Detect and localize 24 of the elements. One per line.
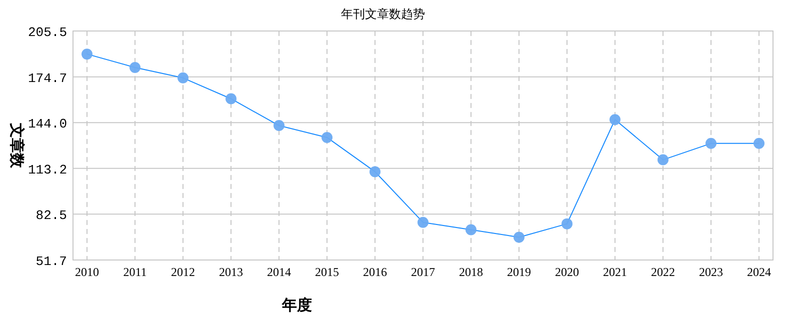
x-tick-label: 2011 <box>123 265 147 279</box>
chart-title: 年刊文章数趋势 <box>341 7 425 21</box>
x-tick-label: 2017 <box>411 265 435 279</box>
x-tick-label: 2019 <box>507 265 531 279</box>
x-tick-label: 2020 <box>555 265 579 279</box>
y-tick-label: 205.5 <box>28 25 67 40</box>
x-tick-label: 2022 <box>651 265 675 279</box>
x-tick-label: 2013 <box>219 265 243 279</box>
y-tick-label: 113.2 <box>28 162 67 178</box>
y-tick-label: 51.7 <box>36 254 67 269</box>
y-tick-label: 82.5 <box>36 208 67 224</box>
x-tick-label: 2014 <box>267 265 291 279</box>
y-tick-label: 144.0 <box>28 116 67 132</box>
x-tick-label: 2012 <box>171 265 195 279</box>
x-axis-title: 年度 <box>281 296 312 314</box>
x-tick-label: 2016 <box>363 265 387 279</box>
x-tick-label: 2024 <box>747 265 771 279</box>
x-tick-label: 2010 <box>75 265 99 279</box>
x-tick-label: 2018 <box>459 265 483 279</box>
x-tick-label: 2021 <box>603 265 627 279</box>
y-axis-title: 文章数 <box>8 122 26 169</box>
x-tick-label: 2023 <box>699 265 723 279</box>
x-tick-label: 2015 <box>315 265 339 279</box>
y-tick-label: 174.7 <box>28 70 67 86</box>
